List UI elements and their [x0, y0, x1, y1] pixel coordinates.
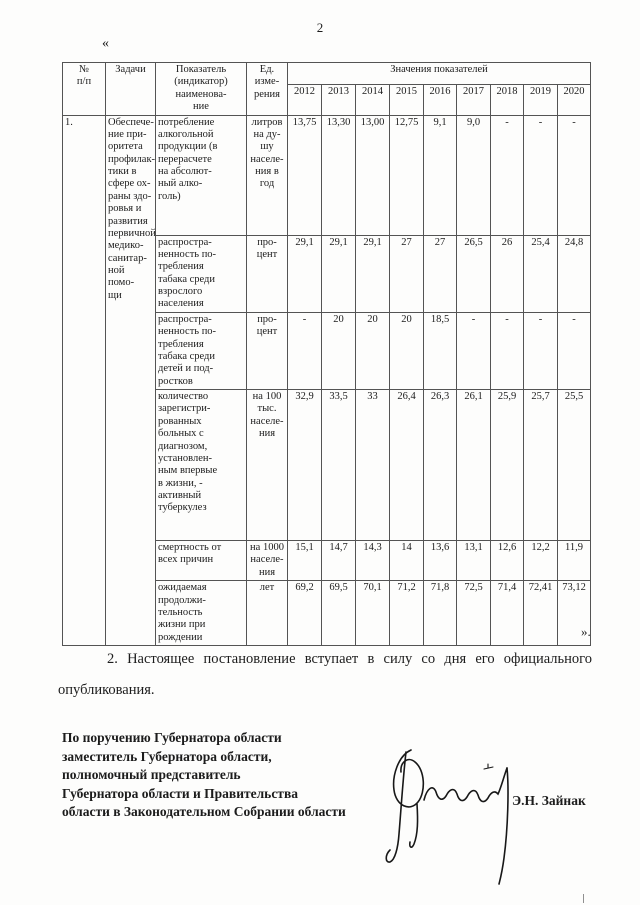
paragraph-2: 2. Настоящее постановление вступает в си… — [58, 651, 592, 698]
value-cell: 72,5 — [456, 580, 491, 646]
value-cell: 25,4 — [523, 234, 558, 313]
value-cell: 26 — [490, 234, 524, 313]
value-cell: 18,5 — [423, 311, 457, 391]
value-cell: - — [556, 114, 592, 236]
value-cell: 13,00 — [355, 114, 390, 236]
header-num: № п/п — [62, 62, 106, 116]
header-tasks: Задачи — [105, 62, 156, 116]
value-cell: 25,9 — [490, 389, 524, 541]
signatory-name: Э.Н. Зайнак — [512, 793, 586, 808]
value-cell: 20 — [389, 311, 424, 391]
indicator-cell: смертность от всех причин — [155, 539, 247, 582]
value-cell: 12,6 — [490, 539, 524, 582]
header-year: 2017 — [456, 83, 491, 116]
indicators-table: № п/п Задачи Показатель (индикатор) наим… — [62, 62, 592, 646]
value-cell: 24,8 — [556, 234, 592, 313]
value-cell: 13,6 — [423, 539, 457, 582]
value-cell: 13,30 — [321, 114, 356, 236]
value-cell: 20 — [321, 311, 356, 391]
value-cell: 26,3 — [423, 389, 457, 541]
closing-quote: ». — [581, 624, 591, 639]
value-cell: 29,1 — [321, 234, 356, 313]
handwritten-signature-icon — [385, 749, 509, 885]
unit-cell: лет — [246, 580, 288, 646]
header-year: 2020 — [556, 83, 592, 116]
value-cell: 26,5 — [456, 234, 491, 313]
value-cell: 70,1 — [355, 580, 390, 646]
signature-line: области в Законодательном Собрании облас… — [62, 804, 346, 819]
value-cell: 9,1 — [423, 114, 457, 236]
value-cell: 15,1 — [287, 539, 322, 582]
indicator-cell: распростра- ненность по- требления табак… — [155, 234, 247, 313]
value-cell: 9,0 — [456, 114, 491, 236]
value-cell: 25,5 — [556, 389, 592, 541]
value-cell: 14,7 — [321, 539, 356, 582]
value-cell: - — [490, 311, 524, 391]
indicator-cell: ожидаемая продолжи- тельность жизни при … — [155, 580, 247, 646]
value-cell: - — [456, 311, 491, 391]
signature-line: заместитель Губернатора области, — [62, 748, 272, 764]
value-cell: 69,5 — [321, 580, 356, 646]
value-cell: - — [287, 311, 322, 391]
header-year: 2019 — [523, 83, 558, 116]
value-cell: 27 — [423, 234, 457, 313]
value-cell: - — [556, 311, 592, 391]
header-year: 2013 — [321, 83, 356, 116]
unit-cell: литров на ду- шу населе- ния в год — [246, 114, 288, 236]
unit-cell: про- цент — [246, 234, 288, 313]
indicator-cell: потребление алкогольной продукции (в пер… — [155, 114, 247, 236]
header-year: 2015 — [389, 83, 424, 116]
value-cell: 25,7 — [523, 389, 558, 541]
value-cell: 72,41 — [523, 580, 558, 646]
value-cell: 12,2 — [523, 539, 558, 582]
unit-cell: про- цент — [246, 311, 288, 391]
value-cell: 26,4 — [389, 389, 424, 541]
header-unit: Ед. изме- рения — [246, 62, 288, 116]
value-cell: 12,75 — [389, 114, 424, 236]
value-cell: 33 — [355, 389, 390, 541]
signature-line: По поручению Губернатора области — [62, 730, 282, 745]
indicator-cell: распростра- ненность по- требления табак… — [155, 311, 247, 391]
value-cell: 73,12 — [556, 580, 592, 646]
value-cell: - — [490, 114, 524, 236]
value-cell: 71,2 — [389, 580, 424, 646]
header-values-group: Значения показателей — [286, 62, 592, 85]
value-cell: 20 — [355, 311, 390, 391]
value-cell: - — [523, 114, 558, 236]
task-cell: Обеспече- ние при- оритета профилак- тик… — [105, 114, 156, 646]
value-cell: 69,2 — [287, 580, 322, 646]
opening-quote: « — [102, 36, 109, 51]
signature-block: По поручению Губернатора области замести… — [62, 729, 346, 822]
scan-artifact — [583, 894, 584, 903]
unit-cell: на 100 тыс. населе- ния — [246, 389, 288, 541]
value-cell: 71,8 — [423, 580, 457, 646]
header-year: 2014 — [355, 83, 390, 116]
signature-line: полномочный представитель — [62, 767, 241, 782]
value-cell: 14 — [389, 539, 424, 582]
header-indicator: Показатель (индикатор) наименова- ние — [155, 62, 247, 116]
header-year: 2016 — [423, 83, 457, 116]
value-cell: 33,5 — [321, 389, 356, 541]
value-cell: 26,1 — [456, 389, 491, 541]
value-cell: - — [523, 311, 558, 391]
indicator-cell: количество зарегистри- рованных больных … — [155, 389, 247, 541]
value-cell: 71,4 — [490, 580, 524, 646]
value-cell: 13,75 — [287, 114, 322, 236]
value-cell: 14,3 — [355, 539, 390, 582]
page-number: 2 — [316, 20, 324, 35]
signature-line: Губернатора области и Правительства — [62, 785, 298, 801]
header-year: 2018 — [490, 83, 524, 116]
value-cell: 29,1 — [355, 234, 390, 313]
value-cell: 11,9 — [556, 539, 592, 582]
value-cell: 27 — [389, 234, 424, 313]
header-year: 2012 — [287, 83, 322, 116]
value-cell: 32,9 — [287, 389, 322, 541]
value-cell: 29,1 — [287, 234, 322, 313]
row-number-cell: 1. — [62, 114, 106, 646]
unit-cell: на 1000 населе- ния — [246, 539, 288, 582]
value-cell: 13,1 — [456, 539, 491, 582]
